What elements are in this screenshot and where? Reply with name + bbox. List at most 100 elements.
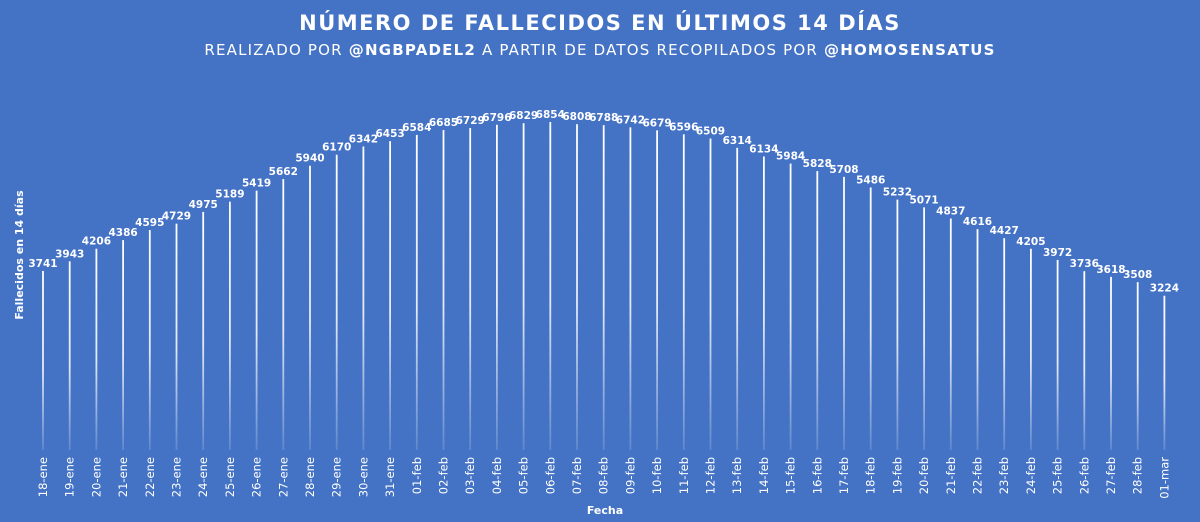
bar-24-feb: [1030, 248, 1032, 450]
x-tick-03-feb: 03-feb: [463, 457, 477, 494]
bar-10-feb: [656, 130, 658, 451]
x-tick-14-feb: 14-feb: [757, 457, 771, 494]
bar-30-ene: [362, 146, 365, 451]
x-tick-09-feb: 09-feb: [623, 457, 637, 494]
y-axis-title: Fallecidos en 14 días: [13, 190, 26, 320]
data-label-09-feb: 6742: [616, 114, 645, 126]
data-label-25-feb: 3972: [1043, 247, 1072, 259]
x-tick-28-ene: 28-ene: [303, 457, 317, 497]
data-label-14-feb: 6134: [749, 143, 778, 155]
bar-26-feb: [1083, 271, 1086, 450]
data-label-05-feb: 6829: [509, 110, 538, 122]
bar-series: [42, 121, 1166, 451]
data-label-29-ene: 6170: [322, 142, 351, 154]
x-tick-18-ene: 18-ene: [36, 457, 50, 497]
x-tick-18-feb: 18-feb: [864, 457, 878, 494]
data-label-21-ene: 4386: [108, 227, 137, 239]
data-label-24-feb: 4205: [1016, 236, 1045, 248]
data-label-26-ene: 5419: [242, 178, 271, 190]
x-tick-01-mar: 01-mar: [1157, 457, 1171, 499]
data-label-10-feb: 6679: [642, 117, 671, 129]
bar-20-feb: [923, 207, 925, 450]
x-tick-24-feb: 24-feb: [1024, 457, 1038, 494]
x-tick-30-ene: 30-ene: [356, 457, 370, 497]
data-label-18-ene: 3741: [28, 258, 57, 270]
chart-subtitle: REALIZADO POR @NGBPADEL2 A PARTIR DE DAT…: [204, 41, 995, 59]
data-label-17-feb: 5708: [829, 164, 858, 176]
data-label-13-feb: 6314: [723, 135, 752, 147]
x-tick-20-ene: 20-ene: [89, 457, 103, 497]
chart-title: NÚMERO DE FALLECIDOS EN ÚLTIMOS 14 DÍAS: [299, 10, 901, 35]
bar-19-feb: [896, 199, 899, 450]
x-tick-06-feb: 06-feb: [543, 457, 557, 494]
data-labels: 3741394342064386459547294975518954195662…: [28, 109, 1179, 295]
data-label-04-feb: 6796: [482, 112, 511, 124]
x-tick-02-feb: 02-feb: [437, 457, 451, 494]
bar-24-ene: [202, 211, 205, 450]
bar-28-ene: [309, 165, 311, 451]
subtitle-source: @HOMOSENSATUS: [824, 41, 996, 59]
bar-23-ene: [175, 223, 178, 450]
bar-05-feb: [522, 123, 525, 451]
data-label-20-feb: 5071: [909, 194, 938, 206]
x-tick-04-feb: 04-feb: [490, 457, 504, 494]
data-label-20-ene: 4206: [82, 236, 111, 248]
x-tick-24-ene: 24-ene: [196, 457, 210, 497]
bar-25-ene: [229, 201, 231, 450]
x-tick-11-feb: 11-feb: [677, 457, 691, 494]
x-tick-26-ene: 26-ene: [250, 457, 264, 497]
x-tick-27-feb: 27-feb: [1104, 457, 1118, 494]
x-tick-07-feb: 07-feb: [570, 457, 584, 494]
x-tick-15-feb: 15-feb: [784, 457, 798, 494]
data-label-19-feb: 5232: [883, 187, 912, 199]
x-tick-23-ene: 23-ene: [170, 457, 184, 497]
data-label-23-ene: 4729: [162, 211, 191, 223]
subtitle-middle: A PARTIR DE DATOS RECOPILADOS POR: [476, 41, 824, 59]
bar-31-ene: [389, 141, 391, 450]
data-label-27-feb: 3618: [1096, 264, 1125, 276]
data-label-27-ene: 5662: [269, 166, 298, 178]
data-label-03-feb: 6729: [456, 115, 485, 127]
data-label-01-feb: 6584: [402, 122, 431, 134]
data-label-18-feb: 5486: [856, 174, 885, 186]
bar-28-feb: [1136, 282, 1139, 450]
data-label-24-ene: 4975: [189, 199, 218, 211]
x-tick-19-ene: 19-ene: [63, 457, 77, 497]
x-tick-12-feb: 12-feb: [704, 457, 718, 494]
x-axis-title: Fecha: [587, 504, 623, 517]
data-label-31-ene: 6453: [375, 128, 404, 140]
bar-29-ene: [335, 154, 338, 450]
data-label-15-feb: 5984: [776, 151, 805, 163]
data-label-30-ene: 6342: [349, 133, 378, 145]
data-label-21-feb: 4837: [936, 206, 965, 218]
bar-09-feb: [629, 127, 632, 450]
bar-06-feb: [549, 121, 552, 451]
bar-26-ene: [255, 190, 258, 450]
x-tick-25-feb: 25-feb: [1051, 457, 1065, 494]
data-label-11-feb: 6596: [669, 121, 698, 133]
data-label-23-feb: 4427: [990, 225, 1019, 237]
bar-21-feb: [949, 218, 952, 450]
data-label-19-ene: 3943: [55, 248, 84, 260]
x-tick-25-ene: 25-ene: [223, 457, 237, 497]
bar-23-feb: [1003, 238, 1006, 450]
bar-02-feb: [442, 130, 445, 450]
bar-17-feb: [843, 176, 845, 450]
x-tick-17-feb: 17-feb: [837, 457, 851, 494]
x-tick-16-feb: 16-feb: [810, 457, 824, 494]
data-label-01-mar: 3224: [1150, 283, 1179, 295]
x-tick-22-ene: 22-ene: [143, 457, 157, 497]
bar-07-feb: [576, 124, 578, 450]
bar-15-feb: [789, 163, 792, 450]
bar-22-ene: [148, 230, 151, 450]
bar-14-feb: [763, 156, 765, 450]
bar-22-feb: [976, 229, 979, 450]
x-tick-08-feb: 08-feb: [597, 457, 611, 494]
data-label-28-ene: 5940: [295, 153, 324, 165]
x-tick-13-feb: 13-feb: [730, 457, 744, 494]
data-label-25-ene: 5189: [215, 189, 244, 201]
bar-01-mar: [1163, 295, 1166, 450]
data-label-28-feb: 3508: [1123, 269, 1152, 281]
data-label-22-ene: 4595: [135, 217, 164, 229]
